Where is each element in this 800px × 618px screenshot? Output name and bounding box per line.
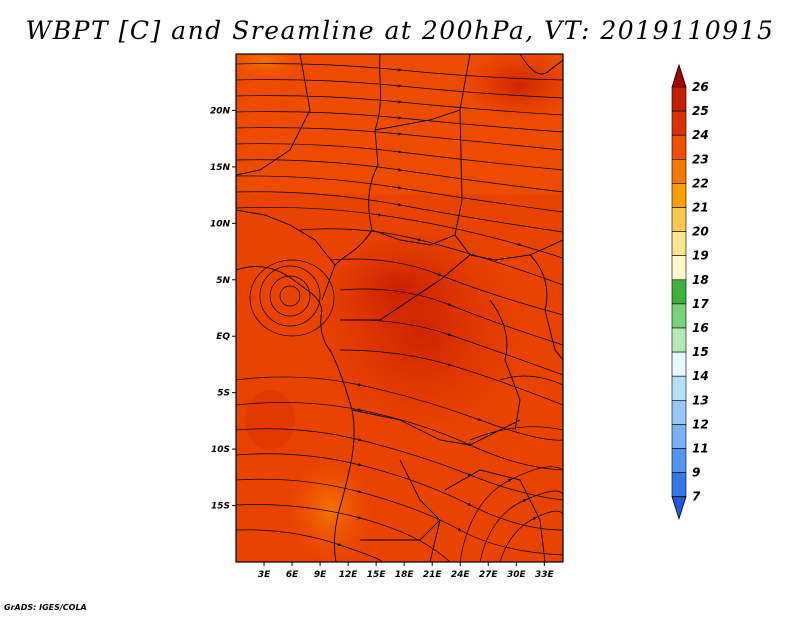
y-tick-label: 5N [216,276,230,286]
colorbar: 26 25 24 23 22 21 20 19 18 17 16 15 14 13 12 11 9 7 [671,63,709,521]
y-axis-ticks: 20N 15N 10N 5N EQ 5S 10S 15S [210,106,236,512]
streamlines [236,63,563,562]
colorbar-segment [671,207,687,232]
plot-frame [235,53,564,563]
x-tick-label: 30E [507,570,527,580]
colorbar-label: 7 [692,490,701,504]
credit-label: GrADS: IGES/COLA [4,603,87,612]
colorbar-segment [671,134,687,160]
colorbar-segment [671,448,687,473]
colorbar-label: 9 [692,466,700,480]
colorbar-segment [671,279,687,305]
colorbar-label: 25 [692,104,709,118]
chart-title: WBPT [C] and Sreamline at 200hPa, VT: 20… [25,16,775,45]
x-tick-label: 24E [451,570,471,580]
y-tick-label: 10S [211,445,230,455]
colorbar-label: 24 [692,128,709,142]
x-axis-ticks: 3E 6E 9E 12E 15E 18E 21E 24E 27E 30E 33E [258,562,555,580]
colorbar-label: 14 [692,369,709,383]
colorbar-label: 11 [692,442,709,456]
colorbar-segment [671,375,687,401]
colorbar-label: 19 [692,249,709,263]
colorbar-label: 20 [692,225,709,239]
temperature-field [236,54,563,562]
y-tick-label: 5S [217,389,230,399]
colorbar-label: 23 [692,152,709,166]
colorbar-label: 13 [692,393,709,407]
colorbar-segment [671,424,687,449]
colorbar-top-arrow [671,63,687,88]
colorbar-label: 17 [692,297,709,311]
colorbar-segment [671,231,687,257]
colorbar-segment [671,303,687,329]
colorbar-label: 21 [692,201,709,215]
colorbar-label: 26 [692,80,709,94]
northeast-warm-region [465,54,563,120]
colorbar-segment [671,327,687,353]
x-tick-label: 6E [286,570,299,580]
colorbar-bottom-arrow [671,496,687,521]
x-tick-label: 27E [479,570,499,580]
colorbar-label: 15 [692,345,709,359]
colorbar-label: 16 [692,321,709,335]
colorbar-segment [671,472,687,498]
x-tick-label: 33E [535,570,555,580]
x-tick-label: 9E [314,570,327,580]
colorbar-segment [671,399,687,425]
colorbar-label: 22 [692,176,709,190]
y-tick-label: EQ [216,332,230,342]
colorbar-segment [671,351,687,377]
x-tick-label: 21E [423,570,443,580]
y-tick-label: 20N [210,106,231,116]
y-tick-label: 15S [211,502,230,512]
colorbar-label: 12 [692,417,709,431]
x-tick-label: 15E [367,570,387,580]
colorbar-label: 18 [692,273,709,287]
colorbar-segment [671,183,687,208]
colorbar-segment [671,110,687,136]
colorbar-segment [671,255,687,281]
x-tick-label: 18E [395,570,415,580]
x-tick-label: 3E [258,570,271,580]
x-tick-label: 12E [339,570,359,580]
southwest-cool-region [285,455,375,562]
colorbar-segment [671,159,687,184]
northwest-cool-region [236,54,310,85]
y-tick-label: 10N [210,219,231,229]
y-tick-label: 15N [210,163,231,173]
colorbar-segment [671,86,687,112]
